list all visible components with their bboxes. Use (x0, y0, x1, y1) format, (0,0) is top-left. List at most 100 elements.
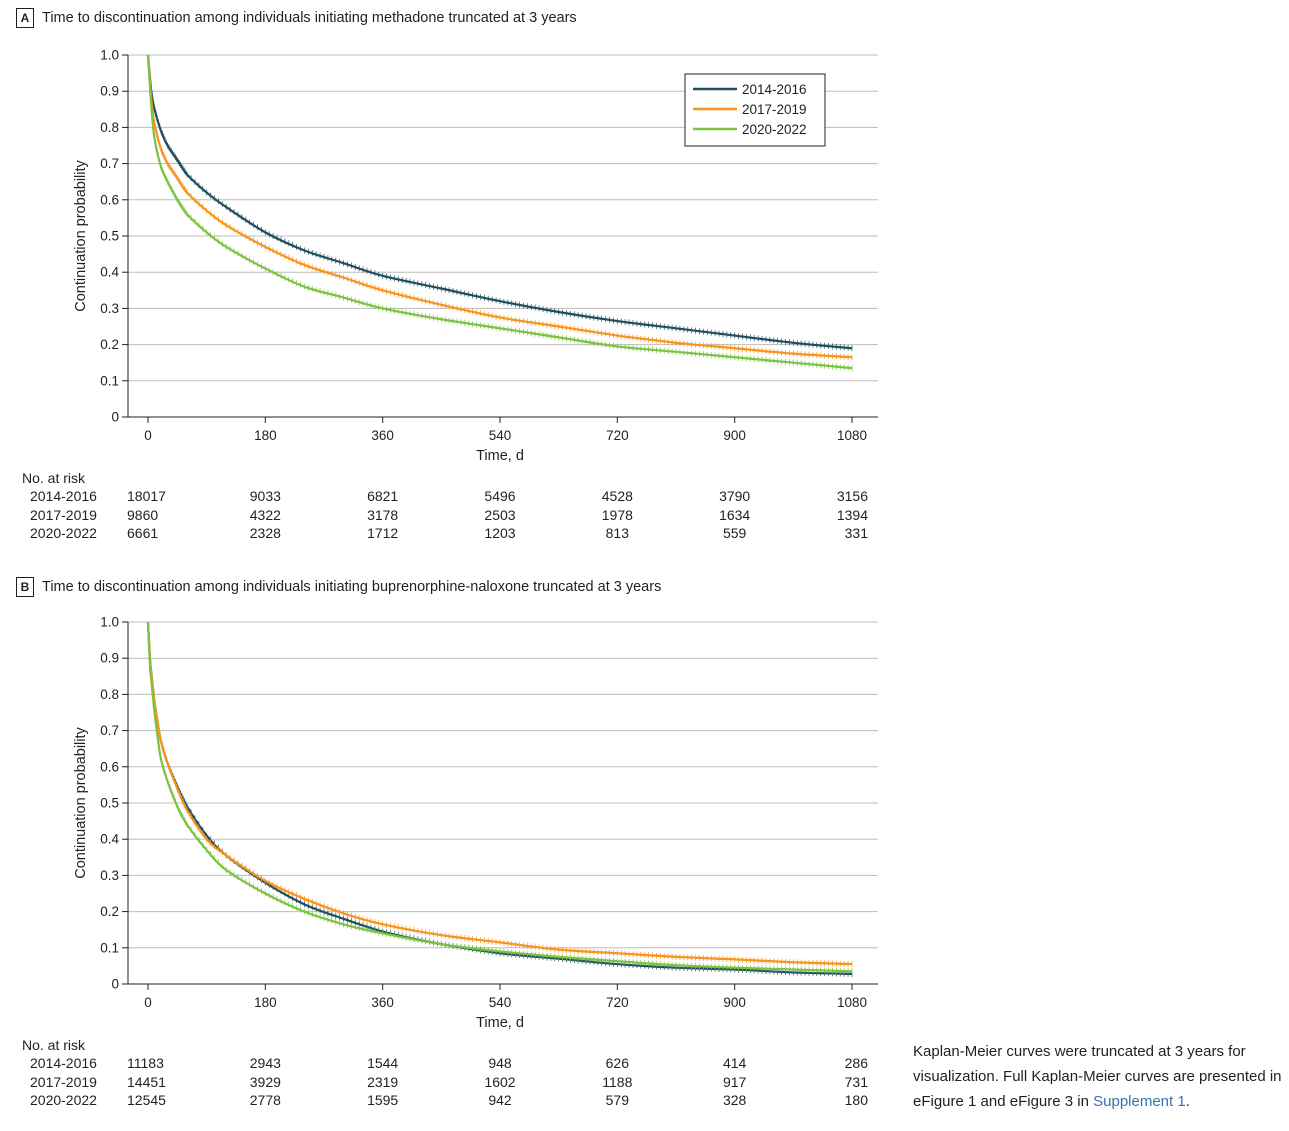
x-tick-label: 540 (489, 428, 512, 443)
y-tick-label: 0.1 (100, 373, 119, 388)
y-tick-label: 0.2 (100, 337, 119, 352)
risk-cell: 1712 (367, 525, 399, 541)
y-tick-label: 1.0 (100, 615, 119, 630)
y-tick-label: 0 (111, 410, 119, 425)
x-tick-label: 900 (723, 995, 746, 1010)
y-tick-label: 0.9 (100, 651, 119, 666)
risk-row-label: 2020-2022 (30, 525, 97, 541)
y-tick-label: 0 (111, 977, 119, 992)
risk-cell: 1544 (367, 1055, 399, 1071)
x-tick-label: 900 (723, 428, 746, 443)
censor-marks-2014-2016 (148, 643, 853, 977)
y-tick-label: 0.4 (100, 832, 119, 847)
panel-b-risk-table: No. at risk 2014-2016 11183 2943 1544 948 626… (0, 1037, 900, 1112)
risk-cell: 4528 (601, 488, 633, 504)
note-text: Kaplan-Meier curves were truncated at 3 … (913, 1043, 1282, 1110)
panel-a-title-text: Time to discontinuation among individual… (42, 10, 577, 26)
y-tick-label: 0.3 (100, 868, 119, 883)
y-tick-label: 0.6 (100, 192, 119, 207)
risk-cell: 3178 (367, 506, 399, 523)
panel-a-title: A Time to discontinuation among individu… (16, 8, 577, 28)
panel-a-letter: A (16, 8, 34, 28)
risk-cell: 1188 (602, 1073, 633, 1090)
risk-cell: 2319 (367, 1073, 399, 1090)
risk-cell: 1203 (484, 525, 516, 541)
x-tick-label: 360 (371, 995, 394, 1010)
x-axis-label: Time, d (476, 448, 524, 464)
risk-cell: 948 (488, 1055, 512, 1071)
risk-cell: 1595 (367, 1092, 399, 1108)
x-tick-label: 720 (606, 995, 629, 1010)
risk-cell: 328 (722, 1092, 747, 1108)
x-tick-label: 1080 (837, 995, 867, 1010)
risk-cell: 2328 (249, 525, 281, 541)
risk-cell: 942 (488, 1092, 512, 1108)
censor-marks-2017-2019 (148, 643, 853, 968)
y-tick-label: 0.8 (100, 120, 119, 135)
risk-cell: 1602 (484, 1073, 516, 1090)
series-line-2017-2019 (146, 621, 853, 966)
risk-cell: 626 (605, 1055, 629, 1071)
risk-cell: 559 (722, 525, 747, 541)
y-tick-label: 0.2 (100, 904, 119, 919)
risk-cell: 12545 (127, 1092, 166, 1108)
x-tick-label: 180 (254, 428, 277, 443)
y-tick-label: 0.7 (100, 723, 119, 738)
risk-cell: 331 (844, 525, 868, 541)
figure-note: Kaplan-Meier curves were truncated at 3 … (913, 1039, 1283, 1114)
risk-row-label: 2014-2016 (30, 488, 97, 504)
risk-header: No. at risk (22, 1037, 86, 1053)
y-axis-label: Continuation probability (73, 726, 89, 878)
y-axis-label: Continuation probability (73, 159, 89, 311)
note-end: . (1185, 1093, 1190, 1110)
legend-label: 2017-2019 (742, 102, 807, 117)
risk-cell: 579 (605, 1092, 629, 1108)
y-tick-label: 0.7 (100, 156, 119, 171)
panel-a-risk-table: No. at risk 2014-2016 18017 9033 6821 5496 45… (0, 470, 900, 545)
methadone-km-chart: 0 0.1 0.2 0.3 0.4 0.5 0.6 0.7 0.8 0.9 1.0 0 180 360 54… (73, 48, 878, 464)
risk-row-label: 2017-2019 (30, 506, 97, 523)
y-tick-label: 0.5 (100, 229, 119, 244)
risk-cell: 731 (844, 1073, 868, 1090)
x-tick-label: 540 (489, 995, 512, 1010)
risk-cell: 180 (844, 1092, 868, 1108)
risk-cell: 3790 (719, 488, 751, 504)
risk-cell: 3929 (249, 1073, 281, 1090)
y-tick-label: 0.3 (100, 301, 119, 316)
y-tick-label: 0.6 (100, 759, 119, 774)
risk-cell: 2778 (249, 1092, 281, 1108)
legend-label: 2014-2016 (742, 82, 807, 97)
risk-cell: 14451 (127, 1073, 166, 1090)
risk-cell: 11183 (127, 1055, 164, 1071)
risk-cell: 1978 (601, 506, 633, 523)
supplement-link[interactable]: Supplement 1 (1093, 1093, 1186, 1110)
x-axis-label: Time, d (476, 1015, 524, 1031)
risk-row-label: 2020-2022 (30, 1092, 97, 1108)
risk-cell: 3156 (836, 488, 868, 504)
risk-header: No. at risk (22, 470, 86, 486)
risk-cell: 917 (722, 1073, 747, 1090)
risk-cell: 286 (844, 1055, 868, 1071)
y-tick-label: 0.9 (100, 84, 119, 99)
x-tick-label: 0 (144, 428, 152, 443)
risk-cell: 1394 (836, 506, 868, 523)
risk-cell: 9033 (249, 488, 281, 504)
censor-marks-2020-2022 (148, 647, 853, 975)
risk-cell: 2503 (484, 506, 516, 523)
panel-b-title-text: Time to discontinuation among individual… (42, 579, 662, 595)
y-tick-label: 0.1 (100, 940, 119, 955)
buprenorphine-km-chart: 0 0.1 0.2 0.3 0.4 0.5 0.6 0.7 0.8 0.9 1.0 0 180 360 54… (73, 615, 878, 1031)
x-tick-label: 0 (144, 995, 152, 1010)
risk-cell: 6821 (367, 488, 399, 504)
y-tick-label: 0.8 (100, 687, 119, 702)
censor-marks-2020-2022 (148, 72, 853, 372)
x-tick-label: 1080 (837, 428, 867, 443)
x-tick-label: 180 (254, 995, 277, 1010)
risk-cell: 6661 (127, 525, 159, 541)
legend-label: 2020-2022 (742, 122, 807, 137)
x-tick-label: 360 (371, 428, 394, 443)
risk-cell: 2943 (249, 1055, 281, 1071)
risk-row-label: 2014-2016 (30, 1055, 97, 1071)
risk-cell: 1634 (719, 506, 751, 523)
risk-row-label: 2017-2019 (30, 1073, 97, 1090)
